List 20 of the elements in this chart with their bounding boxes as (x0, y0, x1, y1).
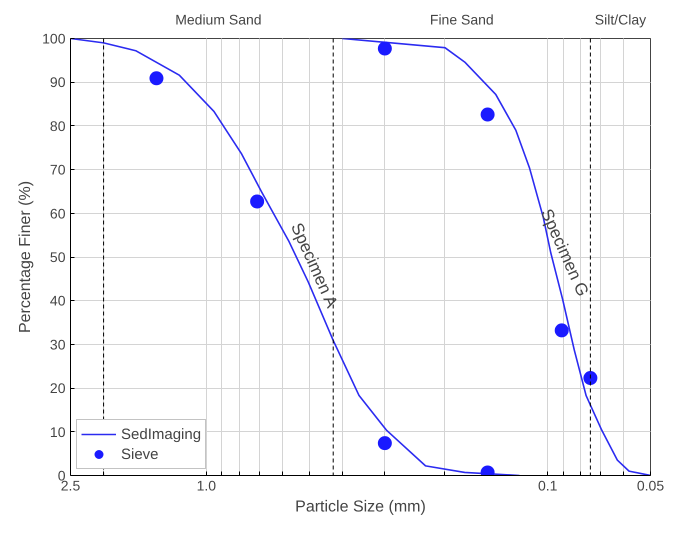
y-tick-label: 60 (50, 205, 66, 222)
x-tick-label: 0.05 (636, 478, 664, 494)
y-tick-label: 30 (50, 336, 66, 352)
y-tick-label: 10 (50, 424, 66, 440)
x-tick-label: 0.1 (538, 478, 558, 494)
x-tick-label: 1.0 (196, 478, 216, 494)
y-tick-label: 80 (50, 118, 66, 134)
y-tick-label: 70 (50, 162, 66, 178)
text: Medium Sand (175, 12, 262, 28)
y-tick-label: 50 (50, 249, 66, 265)
text: Silt/Clay (594, 12, 646, 28)
legend-label: Sieve (121, 446, 159, 462)
y-tick-label: 100 (42, 30, 66, 46)
y-tick-label: 40 (50, 292, 66, 309)
legend-label: SedImaging (121, 426, 202, 442)
x-axis-title: Particle Size (mm) (295, 498, 426, 516)
y-tick-label: 90 (50, 74, 66, 90)
y-axis-title: Percentage Finer (%) (17, 180, 34, 334)
text: Fine Sand (430, 12, 494, 28)
y-tick-label: 20 (50, 380, 66, 396)
